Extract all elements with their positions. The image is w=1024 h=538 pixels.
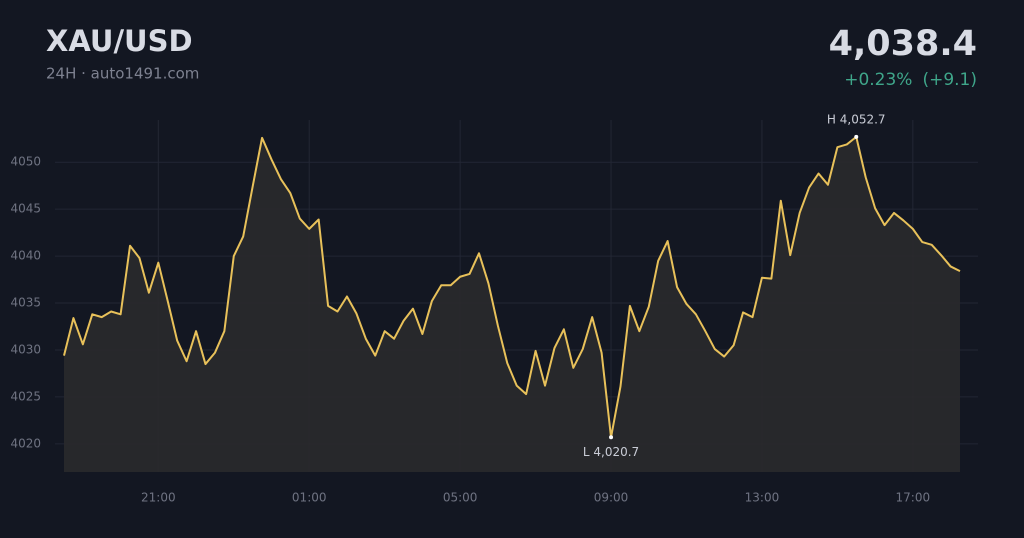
y-tick-label: 4035 [10,296,41,310]
y-tick-label: 4045 [10,202,41,216]
annotation: L 4,020.7 [583,445,639,459]
change-abs: (+9.1) [922,70,977,90]
x-tick-label: 17:00 [896,491,931,505]
change-pct: +0.23% [844,70,912,90]
x-tick-label: 05:00 [443,491,478,505]
subtitle: 24H · auto1491.com [46,65,199,83]
y-tick-label: 4050 [10,155,41,169]
area [64,136,960,472]
price: 4,038.4 [829,24,977,64]
x-tick-label: 13:00 [745,491,780,505]
chart-title: XAU/USD [46,24,193,58]
extreme-dot [609,435,614,440]
y-tick-label: 4020 [10,436,41,450]
y-tick-label: 4030 [10,342,41,356]
extreme-dot [854,134,859,139]
x-tick-label: 01:00 [292,491,327,505]
change: +0.23% (+9.1) [844,70,977,90]
x-tick-label: 21:00 [141,491,176,505]
y-tick-label: 4025 [10,389,41,403]
price-line [63,135,961,439]
x-tick-label: 09:00 [594,491,629,505]
annotation: H 4,052.7 [827,112,886,126]
y-tick-label: 4040 [10,249,41,263]
